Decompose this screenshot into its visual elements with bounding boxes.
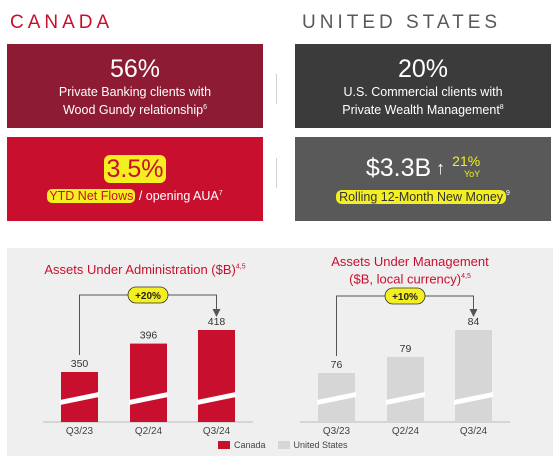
aum-chart: 76 Q3/23 79 Q2/24 84 Q3/24 +10% bbox=[300, 287, 510, 437]
us-new-money-value: $3.3B bbox=[365, 154, 432, 183]
canada-net-flows-card: 3.5% YTD Net Flows / opening AUA7 bbox=[7, 137, 263, 221]
canada-clients-value: 56% bbox=[109, 54, 161, 83]
aua-value-label-2: 418 bbox=[208, 316, 226, 328]
aua-tick-label-0: Q3/23 bbox=[66, 426, 94, 437]
canada-clients-desc-line2: Wood Gundy relationship6 bbox=[62, 103, 208, 118]
aua-axis-break-1 bbox=[129, 392, 168, 405]
canada-clients-card: 56% Private Banking clients with Wood Gu… bbox=[7, 44, 263, 128]
us-clients-desc-line2: Private Wealth Management8 bbox=[342, 103, 504, 118]
aua-chart-title: Assets Under Administration ($B)4,5 bbox=[44, 262, 246, 277]
aum-bar-1 bbox=[387, 356, 424, 422]
aum-axis-break-0 bbox=[317, 392, 356, 405]
aua-growth-pill bbox=[127, 286, 169, 304]
aum-value-label-0: 76 bbox=[331, 359, 343, 371]
aum-tick-label-2: Q3/24 bbox=[460, 426, 488, 437]
aua-value-label-1: 396 bbox=[140, 330, 158, 342]
aum-axis-break-1 bbox=[386, 392, 425, 405]
canada-net-flows-value: 3.5% bbox=[103, 154, 167, 184]
legend-canada-label: Canada bbox=[234, 440, 266, 450]
aua-axis-break-2 bbox=[197, 392, 236, 405]
us-growth-value: 21% bbox=[452, 153, 481, 170]
aua-growth-annotation: +20% bbox=[135, 291, 161, 302]
aua-tick-label-1: Q2/24 bbox=[135, 426, 163, 437]
aua-bar-1 bbox=[130, 343, 167, 422]
us-clients-card: 20% U.S. Commercial clients with Private… bbox=[295, 44, 551, 128]
aua-value-label-0: 350 bbox=[71, 358, 89, 370]
aua-axis-break-0 bbox=[60, 392, 99, 405]
legend-us-swatch bbox=[277, 441, 290, 449]
us-clients-desc-line1: U.S. Commercial clients with bbox=[343, 84, 503, 99]
divider-bottom bbox=[276, 158, 277, 188]
aum-tick-label-0: Q3/23 bbox=[323, 426, 351, 437]
aum-growth-annotation: +10% bbox=[392, 292, 418, 303]
canada-region-title: CANADA bbox=[10, 12, 114, 33]
aua-bar-2 bbox=[198, 330, 235, 422]
canada-clients-desc-line1: Private Banking clients with bbox=[58, 84, 212, 99]
us-new-money-desc: Rolling 12-Month New Money 9 bbox=[336, 186, 510, 204]
divider-top bbox=[276, 74, 277, 104]
aum-growth-pill bbox=[384, 287, 426, 305]
aum-chart-title: Assets Under Management ($B, local curre… bbox=[331, 254, 489, 287]
aum-bar-2 bbox=[455, 330, 492, 422]
aum-axis-break-2 bbox=[454, 392, 493, 405]
aum-tick-label-1: Q2/24 bbox=[392, 426, 420, 437]
legend-us-label: United States bbox=[293, 440, 348, 450]
aum-value-label-1: 79 bbox=[400, 343, 412, 355]
legend-canada-swatch bbox=[218, 441, 230, 449]
chart-legend: Canada United States bbox=[218, 440, 348, 450]
us-growth-sub: YoY bbox=[464, 169, 481, 180]
aua-tick-label-2: Q3/24 bbox=[203, 426, 231, 437]
canada-net-flows-desc: YTD Net Flows / opening AUA7 bbox=[47, 189, 223, 204]
aum-value-label-2: 84 bbox=[468, 316, 480, 328]
us-new-money-card: $3.3B ↑ 21% YoY Rolling 12-Month New Mon… bbox=[295, 137, 551, 221]
us-region-title: UNITED STATES bbox=[302, 12, 502, 33]
us-clients-value: 20% bbox=[397, 54, 449, 83]
up-arrow-icon: ↑ bbox=[436, 157, 446, 178]
us-new-money-row: $3.3B ↑ 21% YoY bbox=[366, 153, 480, 183]
us-growth-block: 21% YoY bbox=[452, 153, 481, 181]
aua-chart: 350 Q3/23 396 Q2/24 418 Q3/24 +20% bbox=[43, 286, 253, 437]
